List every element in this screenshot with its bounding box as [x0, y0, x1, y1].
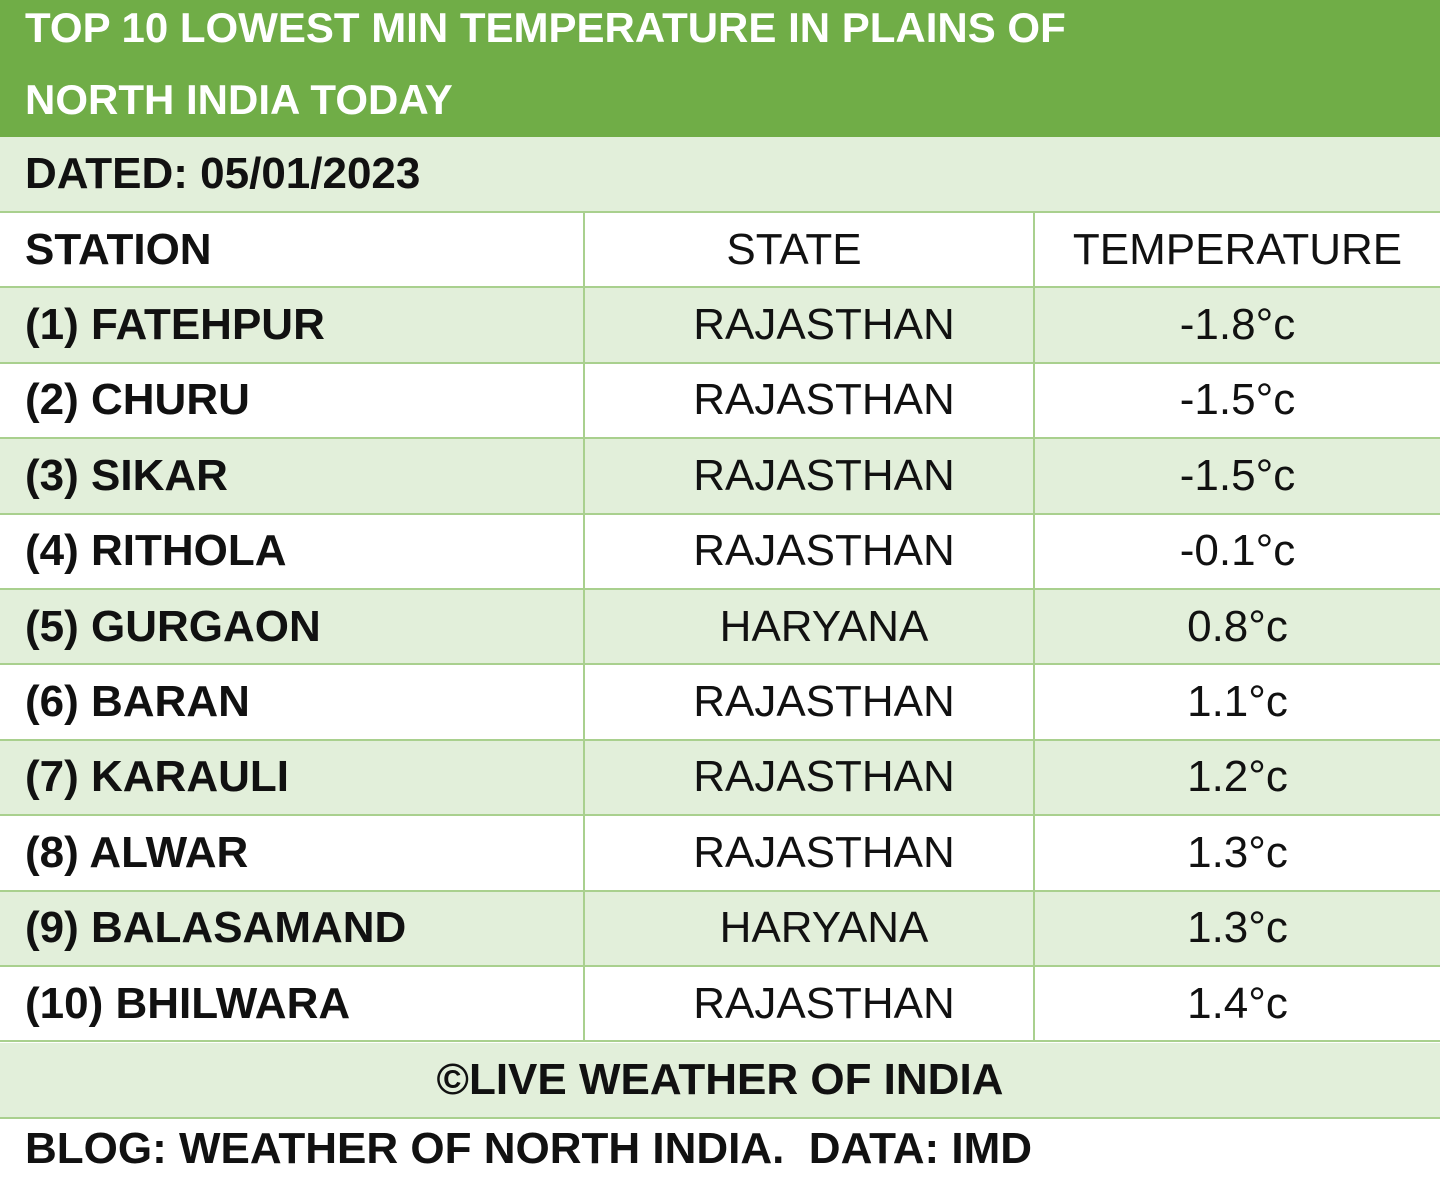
table-cell: -0.1°c [1033, 514, 1440, 588]
title-line: NORTH INDIA TODAY [25, 76, 453, 123]
title-band: TOP 10 LOWEST MIN TEMPERATURE IN PLAINS … [0, 0, 1440, 137]
table-row: (3) SIKAR RAJASTHAN -1.5°c [0, 439, 1440, 515]
table-cell: RAJASTHAN [583, 514, 1033, 588]
table-cell: (4) RITHOLA [25, 526, 287, 576]
table-cell: 1.1°c [1033, 665, 1440, 739]
table-cell: RAJASTHAN [583, 288, 1033, 362]
table-cell: (1) FATEHPUR [25, 300, 325, 350]
column-header: STATION [25, 224, 212, 274]
copyright: ©LIVE WEATHER OF INDIA [436, 1055, 1004, 1104]
table-cell: 1.3°c [1033, 891, 1440, 965]
table-cell: HARYANA [583, 891, 1033, 965]
title-line: TOP 10 LOWEST MIN TEMPERATURE IN PLAINS … [25, 4, 1066, 51]
column-header: STATE [583, 213, 1033, 287]
table-cell: (2) CHURU [25, 375, 250, 425]
table-cell: -1.5°c [1033, 439, 1440, 513]
table-cell: -1.5°c [1033, 363, 1440, 438]
table-cell: RAJASTHAN [583, 665, 1033, 739]
table-row: (7) KARAULI RAJASTHAN 1.2°c [0, 740, 1440, 817]
table-cell: RAJASTHAN [583, 967, 1033, 1041]
table-cell: -1.8°c [1033, 288, 1440, 362]
table-row: (2) CHURU RAJASTHAN -1.5°c [0, 363, 1440, 440]
table-row: (5) GURGAON HARYANA 0.8°c [0, 590, 1440, 666]
table-cell: (9) BALASAMAND [25, 903, 407, 953]
copyright-band: ©LIVE WEATHER OF INDIA [0, 1043, 1440, 1119]
table-cell: 1.4°c [1033, 967, 1440, 1041]
table-row: (9) BALASAMAND HARYANA 1.3°c [0, 891, 1440, 967]
table-cell: 1.3°c [1033, 816, 1440, 890]
table-cell: HARYANA [583, 590, 1033, 664]
table-cell: 1.2°c [1033, 740, 1440, 815]
source-band: BLOG: WEATHER OF NORTH INDIA. DATA: IMD [0, 1119, 1440, 1179]
dated: DATED: 05/01/2023 [25, 149, 421, 198]
table-row: (1) FATEHPUR RAJASTHAN -1.8°c [0, 288, 1440, 364]
table-cell: (8) ALWAR [25, 827, 249, 877]
table-cell: (7) KARAULI [25, 752, 289, 802]
table-row: (6) BARAN RAJASTHAN 1.1°c [0, 665, 1440, 741]
dated-band: DATED: 05/01/2023 [0, 137, 1440, 213]
table-cell: (6) BARAN [25, 677, 250, 727]
header-row: STATION STATE TEMPERATURE [0, 213, 1440, 289]
table-row: (8) ALWAR RAJASTHAN 1.3°c [0, 816, 1440, 892]
table-row: (10) BHILWARA RAJASTHAN 1.4°c [0, 967, 1440, 1043]
table-cell: 0.8°c [1033, 590, 1440, 664]
table-cell: RAJASTHAN [583, 363, 1033, 438]
table-cell: (5) GURGAON [25, 601, 321, 651]
table-cell: (3) SIKAR [25, 450, 228, 500]
table-cell: RAJASTHAN [583, 816, 1033, 890]
column-header: TEMPERATURE [1033, 213, 1440, 287]
table-row: (4) RITHOLA RAJASTHAN -0.1°c [0, 514, 1440, 590]
table-cell: RAJASTHAN [583, 740, 1033, 815]
source: BLOG: WEATHER OF NORTH INDIA. DATA: IMD [25, 1124, 1032, 1173]
table-cell: RAJASTHAN [583, 439, 1033, 513]
table-cell: (10) BHILWARA [25, 978, 351, 1028]
